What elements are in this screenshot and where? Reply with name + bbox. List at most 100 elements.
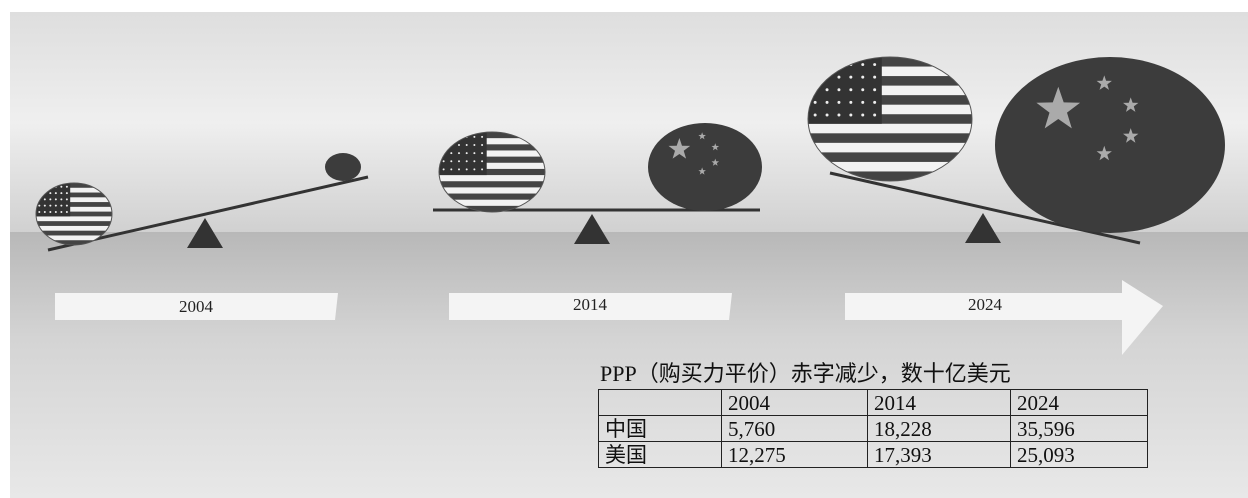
- star: [43, 198, 46, 201]
- fulcrum: [187, 218, 223, 248]
- star: [65, 198, 68, 201]
- table-cell: 2004: [721, 389, 868, 416]
- star: [849, 100, 853, 104]
- star: [54, 210, 57, 213]
- star: [1096, 75, 1112, 90]
- banner: [449, 293, 732, 320]
- star: [458, 144, 461, 147]
- star: [481, 135, 484, 138]
- star: [473, 144, 476, 147]
- ball-shade: [438, 131, 546, 213]
- star: [861, 113, 865, 117]
- star: [481, 152, 484, 155]
- star: [813, 100, 817, 104]
- stripe: [36, 221, 112, 226]
- star: [861, 100, 865, 104]
- table-row: 2004 2014 2024: [598, 389, 1148, 416]
- star: [837, 88, 841, 92]
- banner: [55, 293, 338, 320]
- star: [825, 100, 829, 104]
- stripe: [439, 205, 545, 212]
- table-row: 美国 12,275 17,393 25,093: [598, 441, 1148, 468]
- stripe: [808, 152, 972, 162]
- star: [873, 75, 877, 79]
- star: [49, 192, 52, 195]
- star: [49, 210, 52, 213]
- star: [49, 198, 52, 201]
- star: [465, 168, 468, 171]
- star: [473, 135, 476, 138]
- star: [442, 168, 445, 171]
- star: [450, 152, 453, 155]
- star: [54, 192, 57, 195]
- stripe: [439, 193, 545, 200]
- star: [1036, 86, 1081, 129]
- star: [849, 88, 853, 92]
- stripe: [36, 202, 112, 207]
- star: [60, 210, 63, 213]
- star: [698, 132, 706, 140]
- star: [60, 198, 63, 201]
- star: [813, 113, 817, 117]
- star: [43, 210, 46, 213]
- table-cell: 中国: [598, 415, 722, 442]
- ball-shade: [807, 56, 973, 182]
- stripe: [808, 95, 972, 105]
- stripe: [36, 211, 112, 217]
- star: [49, 204, 52, 207]
- table-cell: 2014: [867, 389, 1011, 416]
- star: [60, 185, 63, 188]
- stripe: [36, 230, 112, 236]
- star: [861, 75, 865, 79]
- ball-shade: [35, 182, 113, 246]
- star: [60, 204, 63, 207]
- star: [873, 100, 877, 104]
- star: [481, 168, 484, 171]
- stripe: [808, 171, 972, 181]
- star: [65, 192, 68, 195]
- stripe: [439, 132, 545, 139]
- fulcrum: [965, 213, 1001, 243]
- star: [837, 113, 841, 117]
- star: [54, 204, 57, 207]
- stripe: [36, 240, 112, 245]
- star: [65, 210, 68, 213]
- cn-flag-ball: [325, 153, 361, 181]
- arrow-banner: [845, 280, 1163, 355]
- ball: [325, 153, 361, 181]
- star: [465, 144, 468, 147]
- star: [711, 143, 720, 151]
- table-cell: 12,275: [721, 441, 868, 468]
- star: [849, 113, 853, 117]
- star: [668, 138, 691, 159]
- star: [849, 75, 853, 79]
- star: [1096, 145, 1112, 161]
- stripe: [808, 57, 972, 67]
- star: [458, 152, 461, 155]
- star: [1123, 97, 1139, 112]
- star: [43, 204, 46, 207]
- ball: [995, 57, 1225, 233]
- cn-flag-ball: [995, 57, 1225, 233]
- stripe: [439, 144, 545, 151]
- stripe: [439, 168, 545, 176]
- table-cell: [598, 389, 722, 416]
- star: [837, 75, 841, 79]
- table-cell: 17,393: [867, 441, 1011, 468]
- ball: [648, 123, 762, 211]
- stripe: [36, 192, 112, 198]
- data-table: 2004 2014 2024 中国 5,760 18,228 35,596 美国 12,275 1…: [598, 389, 1148, 468]
- star: [1123, 128, 1139, 143]
- star: [861, 88, 865, 92]
- stripe: [439, 156, 545, 163]
- star: [465, 160, 468, 163]
- star: [711, 158, 720, 166]
- stripe: [808, 133, 972, 143]
- star: [473, 168, 476, 171]
- star: [473, 152, 476, 155]
- table-title: PPP（购买力平价）赤字减少，数十亿美元: [600, 361, 1011, 386]
- star: [65, 185, 68, 188]
- stripe: [808, 76, 972, 86]
- star: [481, 144, 484, 147]
